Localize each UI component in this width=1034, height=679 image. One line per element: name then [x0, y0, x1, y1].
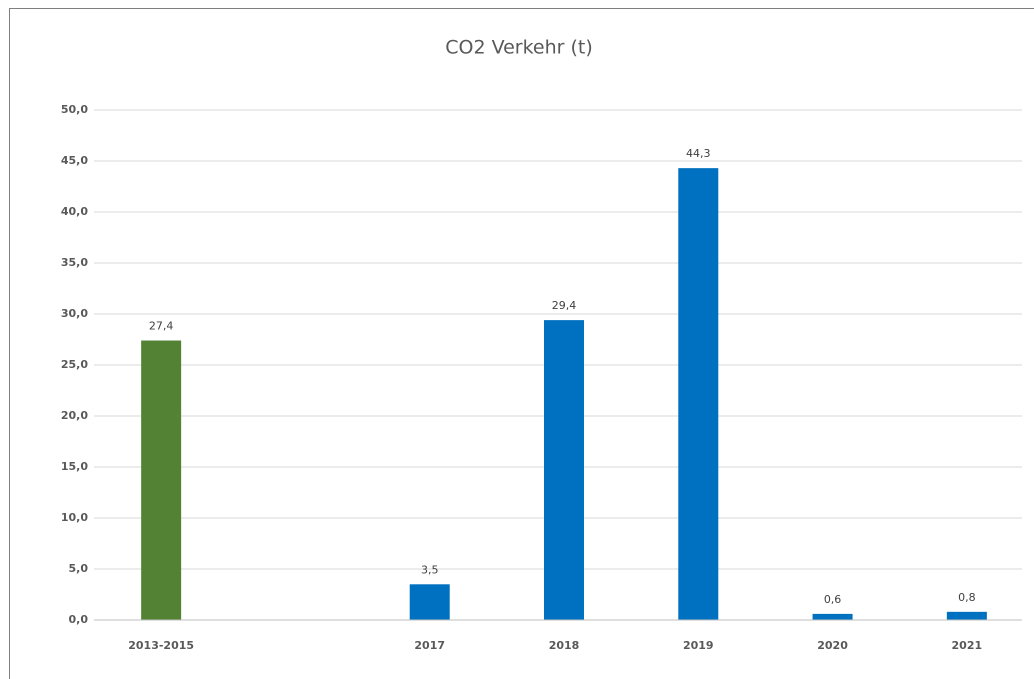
x-tick-label: 2017 — [414, 639, 445, 652]
y-tick-label: 0,0 — [69, 613, 89, 626]
bar — [141, 340, 182, 620]
y-tick-label: 35,0 — [61, 256, 88, 269]
data-label: 44,3 — [686, 147, 711, 160]
y-tick-label: 5,0 — [69, 562, 89, 575]
x-tick-label: 2020 — [817, 639, 848, 652]
y-tick-label: 50,0 — [61, 103, 88, 116]
bar — [812, 613, 853, 620]
x-tick-label: 2013-2015 — [128, 639, 194, 652]
data-label: 27,4 — [149, 320, 174, 333]
bar — [409, 584, 450, 620]
y-tick-label: 30,0 — [61, 307, 88, 320]
y-tick-label: 45,0 — [61, 154, 88, 167]
chart-title: CO2 Verkehr (t) — [445, 37, 593, 59]
y-tick-label: 40,0 — [61, 205, 88, 218]
x-tick-label: 2018 — [549, 639, 580, 652]
y-tick-label: 15,0 — [61, 460, 88, 473]
y-tick-label: 10,0 — [61, 511, 88, 524]
bar — [946, 611, 987, 620]
x-tick-label: 2021 — [952, 639, 983, 652]
x-tick-label: 2019 — [683, 639, 714, 652]
data-label: 29,4 — [552, 299, 577, 312]
y-tick-label: 20,0 — [61, 409, 88, 422]
data-label: 0,8 — [958, 591, 976, 604]
bar — [544, 320, 584, 620]
data-label: 3,5 — [421, 563, 439, 576]
bar — [678, 168, 719, 620]
y-tick-label: 25,0 — [61, 358, 88, 371]
data-label: 0,6 — [824, 593, 842, 606]
